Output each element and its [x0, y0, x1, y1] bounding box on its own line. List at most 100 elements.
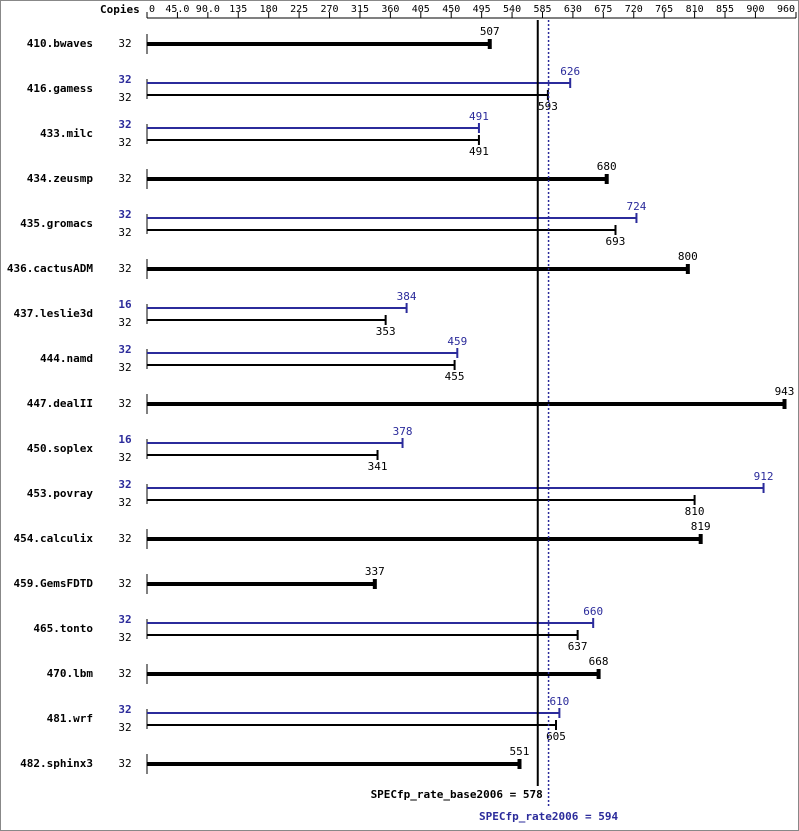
x-tick-label: 495 — [473, 4, 491, 15]
value-label: 384 — [397, 290, 417, 303]
copies: 32 — [118, 208, 131, 221]
benchmark-label: 470.lbm — [47, 667, 94, 680]
value-label: 605 — [546, 730, 566, 743]
x-tick-label: 960 — [777, 4, 795, 15]
x-tick-label: 450 — [442, 4, 460, 15]
value-label: 626 — [560, 65, 580, 78]
reference-label: SPECfp_rate2006 = 594 — [479, 810, 618, 823]
value-label: 800 — [678, 250, 698, 263]
value-label: 912 — [754, 470, 774, 483]
bar — [147, 438, 404, 448]
value-label: 507 — [480, 25, 500, 38]
bar — [147, 360, 456, 370]
bar — [147, 399, 787, 409]
x-tick-label: 90.0 — [196, 4, 220, 15]
benchmark-label: 435.gromacs — [20, 217, 93, 230]
copies: 32 — [118, 37, 131, 50]
bar — [147, 630, 579, 640]
value-label: 551 — [510, 745, 530, 758]
bar — [147, 495, 696, 505]
bar — [147, 135, 480, 145]
copies: 32 — [118, 316, 131, 329]
benchmark-label: 433.milc — [40, 127, 93, 140]
benchmark-label: 410.bwaves — [27, 37, 93, 50]
copies: 32 — [118, 136, 131, 149]
copies: 32 — [118, 73, 131, 86]
bar — [147, 123, 480, 133]
benchmark-label: 454.calculix — [14, 532, 94, 545]
benchmark-label: 436.cactusADM — [7, 262, 93, 275]
benchmark-label: 447.dealII — [27, 397, 93, 410]
x-tick-label: 135 — [229, 4, 247, 15]
copies: 32 — [118, 397, 131, 410]
x-tick-label: 225 — [290, 4, 308, 15]
benchmark-label: 437.leslie3d — [14, 307, 93, 320]
copies: 32 — [118, 262, 131, 275]
value-label: 353 — [376, 325, 396, 338]
bar — [147, 315, 387, 325]
copies: 32 — [118, 577, 131, 590]
reference-label: SPECfp_rate_base2006 = 578 — [371, 788, 543, 801]
copies: 32 — [118, 361, 131, 374]
value-label: 610 — [549, 695, 569, 708]
bar — [147, 669, 601, 679]
copies: 32 — [118, 631, 131, 644]
bar — [147, 303, 408, 313]
copies: 32 — [118, 532, 131, 545]
copies: 32 — [118, 478, 131, 491]
benchmark-label: 482.sphinx3 — [20, 757, 93, 770]
copies: 32 — [118, 613, 131, 626]
value-label: 724 — [627, 200, 647, 213]
value-label: 693 — [606, 235, 626, 248]
bar — [147, 534, 703, 544]
benchmark-label: 416.gamess — [27, 82, 93, 95]
copies-header: Copies — [100, 3, 140, 16]
value-label: 810 — [685, 505, 705, 518]
bar — [147, 483, 765, 493]
bar — [147, 174, 609, 184]
x-tick-label: 585 — [533, 4, 551, 15]
bar — [147, 39, 492, 49]
benchmark-label: 465.tonto — [33, 622, 93, 635]
x-tick-label: 405 — [412, 4, 430, 15]
x-tick-label: 180 — [260, 4, 278, 15]
value-label: 491 — [469, 110, 489, 123]
bar — [147, 213, 638, 223]
x-tick-label: 270 — [321, 4, 339, 15]
copies: 16 — [118, 298, 132, 311]
copies: 32 — [118, 451, 131, 464]
x-tick-label: 900 — [746, 4, 764, 15]
copies: 32 — [118, 496, 131, 509]
bar — [147, 759, 522, 769]
bar — [147, 579, 377, 589]
x-tick-label: 630 — [564, 4, 582, 15]
x-tick-label: 360 — [381, 4, 399, 15]
bar — [147, 348, 459, 358]
copies: 32 — [118, 703, 131, 716]
copies: 32 — [118, 667, 131, 680]
benchmark-label: 434.zeusmp — [27, 172, 94, 185]
benchmark-label: 453.povray — [27, 487, 94, 500]
x-tick-label: 0 — [149, 4, 155, 15]
x-tick-label: 675 — [594, 4, 612, 15]
x-tick-label: 540 — [503, 4, 521, 15]
x-tick-label: 720 — [625, 4, 643, 15]
benchmark-label: 444.namd — [40, 352, 93, 365]
copies: 32 — [118, 343, 131, 356]
value-label: 459 — [447, 335, 467, 348]
value-label: 378 — [393, 425, 413, 438]
value-label: 637 — [568, 640, 588, 653]
bar — [147, 264, 690, 274]
bar — [147, 618, 595, 628]
value-label: 337 — [365, 565, 385, 578]
value-label: 943 — [775, 385, 795, 398]
value-label: 680 — [597, 160, 617, 173]
copies: 32 — [118, 172, 131, 185]
bar — [147, 708, 561, 718]
copies: 16 — [118, 433, 132, 446]
copies: 32 — [118, 757, 131, 770]
x-tick-label: 45.0 — [165, 4, 189, 15]
value-label: 491 — [469, 145, 489, 158]
